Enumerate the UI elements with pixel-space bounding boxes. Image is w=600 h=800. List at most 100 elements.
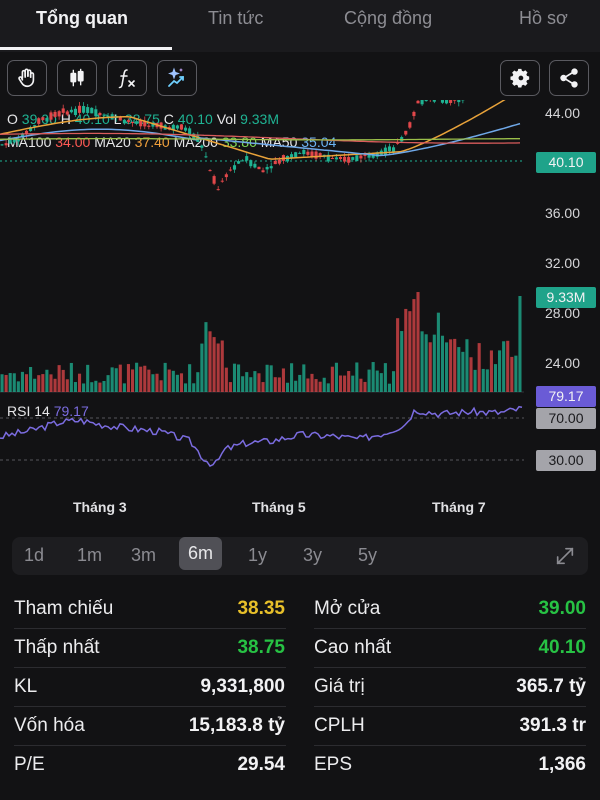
volume-bar — [102, 380, 106, 392]
volume-bar — [310, 373, 314, 392]
volume-bar — [383, 363, 387, 392]
candle-body — [257, 166, 261, 170]
volume-value: 9.33M — [240, 111, 280, 127]
share-button[interactable] — [549, 60, 589, 96]
volume-bar — [290, 363, 294, 392]
volume-bar — [4, 374, 8, 392]
volume-bar — [306, 378, 310, 392]
price-chart[interactable] — [0, 100, 524, 492]
volume-bar — [53, 378, 57, 392]
ma50-value: 35.04 — [301, 134, 337, 150]
volume-bar — [232, 363, 237, 392]
range-1m[interactable]: 1m — [77, 545, 103, 565]
stat-label: Mở cửa — [314, 598, 381, 619]
range-3y[interactable]: 3y — [303, 545, 323, 565]
volume-bar — [473, 369, 477, 392]
y-axis-label: 28.00 — [544, 305, 580, 321]
candle-body — [118, 117, 122, 121]
ai-button[interactable] — [157, 60, 197, 96]
tab-news[interactable]: Tin tức — [208, 8, 264, 28]
candle-body — [424, 100, 428, 102]
volume-bar — [371, 362, 375, 392]
volume-bar — [489, 350, 493, 392]
hand-icon — [18, 68, 35, 88]
volume-bar — [485, 369, 489, 392]
volume-bar — [20, 371, 24, 392]
candle-body — [143, 120, 147, 127]
volume-bar — [192, 383, 196, 392]
candle-body — [33, 125, 37, 127]
candle-body — [265, 166, 269, 170]
candle-body — [355, 155, 359, 162]
y-axis-label: 32.00 — [544, 255, 580, 271]
volume-bar — [114, 368, 118, 392]
tab-overview[interactable]: Tổng quan — [36, 8, 128, 28]
range-6m[interactable]: 6m — [179, 537, 223, 570]
candle-body — [45, 118, 49, 122]
volume-bar — [477, 343, 481, 392]
candle-body — [122, 119, 126, 124]
tab-profile[interactable]: Hồ sơ — [519, 8, 568, 28]
candle-body — [306, 151, 310, 155]
volume-bar — [285, 382, 290, 392]
volume-bar — [122, 383, 126, 392]
candle-body — [314, 151, 318, 159]
range-5y[interactable]: 5y — [358, 545, 378, 565]
volume-bar — [330, 366, 334, 392]
candlestick-icon — [70, 68, 84, 87]
range-1d[interactable]: 1d — [24, 545, 45, 565]
volume-bar — [412, 299, 416, 392]
candle-body — [126, 120, 131, 122]
expand-button[interactable] — [554, 545, 576, 567]
volume-bar — [245, 372, 249, 392]
stat-value: 391.3 tr — [519, 715, 586, 736]
volume-bar — [302, 364, 306, 392]
candle-body — [12, 137, 16, 143]
volume-bar — [16, 381, 20, 392]
stats-row: P/E 29.54 EPS 1,366 — [14, 746, 586, 785]
volume-bar — [49, 374, 53, 392]
candle-body — [338, 156, 343, 160]
volume-bar — [420, 331, 424, 392]
hand-tool-button[interactable] — [7, 60, 47, 96]
candle-body — [29, 127, 33, 132]
candle-body — [294, 152, 298, 158]
volume-bar — [171, 370, 175, 392]
expand-icon — [556, 547, 574, 565]
volume-bar — [493, 364, 498, 392]
volume-bar — [347, 371, 351, 392]
volume-bar — [518, 296, 522, 392]
chart-type-button[interactable] — [57, 60, 97, 96]
range-1y[interactable]: 1y — [248, 545, 268, 565]
x-axis-label: Tháng 5 — [252, 499, 306, 515]
range-3m[interactable]: 3m — [131, 545, 157, 565]
volume-bar — [404, 308, 408, 392]
candle-body — [310, 151, 314, 157]
volume-bar — [445, 342, 449, 392]
volume-bar — [220, 340, 224, 392]
candle-body — [261, 170, 265, 173]
stat-label: Giá trị — [314, 676, 365, 697]
volume-bars — [0, 292, 522, 392]
top-tab-bar: Tổng quan Tin tức Cộng đồng Hồ sơ — [0, 0, 600, 52]
volume-bar — [77, 373, 82, 392]
y-axis-label: 36.00 — [544, 205, 580, 221]
volume-bar — [440, 335, 445, 392]
stat-label: Tham chiếu — [14, 598, 114, 619]
indicators-button[interactable] — [107, 60, 147, 96]
settings-button[interactable] — [500, 60, 540, 96]
candle-body — [290, 154, 294, 158]
stats-row: Tham chiếu 38.35 Mở cửa 39.00 — [14, 590, 586, 629]
candle-body — [416, 100, 420, 104]
candle-body — [53, 111, 57, 117]
rsi-legend: RSI 14 79.17 — [7, 403, 89, 419]
candle-body — [326, 154, 330, 162]
tab-community[interactable]: Cộng đồng — [344, 8, 433, 28]
candle-body — [245, 156, 249, 161]
stat-value: 15,183.8 tỷ — [188, 715, 285, 736]
volume-bar — [249, 377, 253, 392]
volume-bar — [184, 383, 188, 392]
candle-body — [359, 155, 363, 159]
stat-label: P/E — [14, 754, 45, 775]
y-axis-label: 24.00 — [544, 355, 580, 371]
